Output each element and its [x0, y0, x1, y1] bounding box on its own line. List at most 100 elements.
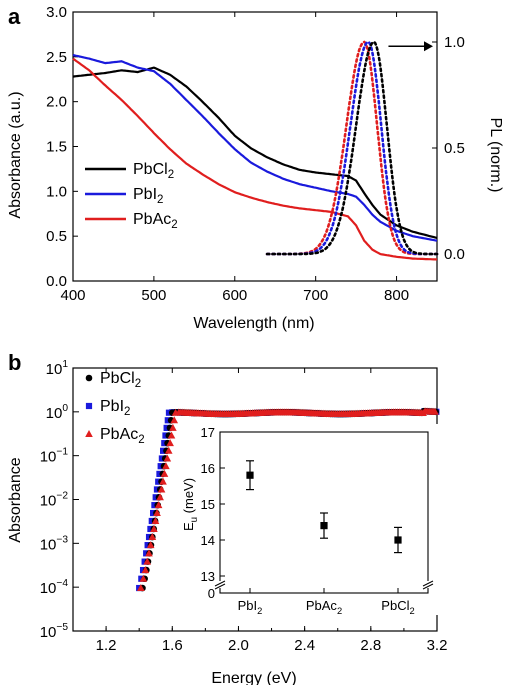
panel-b-label: b [8, 350, 21, 375]
data-point-pbac2 [170, 416, 179, 424]
inset-x-tick-label: PbI2 [238, 598, 263, 616]
data-point-pbac2 [167, 431, 176, 439]
data-point-pbac2 [139, 574, 148, 582]
right-axis-arrowhead [424, 41, 433, 52]
data-point-pbac2 [137, 584, 145, 592]
data-point-pbi2 [152, 494, 159, 501]
data-point-pbi2 [156, 470, 163, 478]
y-tick-label: 10−4 [40, 578, 69, 597]
data-point-pbi2 [153, 486, 161, 493]
data-point-pbac2 [150, 524, 158, 532]
panel-b-ylabel: Absorbance [7, 457, 24, 542]
data-point-pbi2 [141, 558, 148, 565]
x-tick-label: 2.0 [228, 637, 249, 654]
data-point-pbac2 [146, 541, 155, 549]
data-point-pbi2 [158, 455, 166, 462]
y-tick-label: 10−2 [40, 491, 69, 510]
data-point-pbi2 [151, 502, 158, 509]
data-point-pbac2 [431, 407, 439, 415]
legend-label: PbCl2 [100, 370, 141, 390]
data-point-pbac2 [145, 549, 153, 557]
data-point-pbi2 [162, 432, 169, 439]
axis-break-mark [422, 580, 434, 587]
x-tick-label: 2.4 [294, 637, 315, 654]
y-tick-label: 10−5 [40, 622, 69, 641]
inset-x-tick-label: PbCl2 [381, 598, 414, 616]
panel-b-plot: 1.2 1.6 2.0 2.4 2.8 3.2 101 100 10−1 10−2 10−3 10−4… [40, 359, 448, 654]
inset-y-tick-label: 16 [201, 461, 215, 476]
data-point-pbi2 [144, 542, 151, 549]
data-point-pbac2 [157, 485, 166, 493]
panel-a-label: a [8, 4, 21, 29]
data-point-pbi2 [150, 509, 157, 517]
x-tick-label: 2.8 [360, 637, 381, 654]
axis-break-gap [215, 581, 225, 588]
legend-label: PbI2 [133, 186, 163, 206]
y-tick-label: 1.0 [46, 183, 67, 200]
x-tick-label: 500 [141, 287, 166, 304]
inset-x-tick-label: PbAc2 [306, 598, 342, 616]
data-point-pbac2 [160, 469, 169, 477]
inset-data-point [246, 471, 254, 479]
y-tick-label: 0.5 [46, 228, 67, 245]
inset-data-point [320, 522, 328, 530]
panel-a-y2label: PL (norm.) [487, 118, 504, 193]
y-tick-label: 1.5 [46, 139, 67, 156]
data-point-pbac2 [169, 423, 177, 431]
absorbance-line-pbi2 [72, 53, 438, 242]
data-point-pbi2 [145, 533, 153, 541]
x-tick-label: 800 [384, 287, 409, 304]
data-point-pbac2 [166, 439, 174, 447]
data-point-pbac2 [153, 509, 161, 517]
legend-label: PbAc2 [133, 211, 178, 231]
legend-label: PbI2 [100, 398, 130, 418]
inset-y-tick-label: 14 [201, 533, 215, 548]
data-point-pbac2 [151, 516, 160, 524]
data-point-pbi2 [165, 409, 173, 416]
legend-marker [85, 430, 93, 437]
inset-y-tick-label: 13 [201, 569, 215, 584]
y-tick-label: 2.5 [46, 49, 67, 66]
legend-marker [85, 374, 93, 382]
x-tick-label: 600 [222, 287, 247, 304]
data-point-pbi2 [164, 417, 171, 424]
legend-marker [85, 402, 93, 410]
data-point-pbi2 [160, 447, 167, 454]
x-tick-label: 700 [303, 287, 328, 304]
inset-y-tick-label: 0 [208, 586, 215, 601]
y-tick-label: 10−3 [40, 534, 69, 553]
y-tick-label: 10−1 [40, 447, 69, 466]
data-point-pbi2 [157, 463, 164, 470]
x-tick-label: 3.2 [427, 637, 448, 654]
inset-data-point [394, 536, 402, 544]
data-point-pbac2 [164, 446, 173, 454]
y-tick-label: 101 [46, 359, 69, 378]
data-point-pbi2 [148, 517, 155, 525]
data-point-pbac2 [154, 501, 163, 509]
data-point-pbi2 [161, 440, 168, 447]
x-tick-label: 1.6 [162, 637, 183, 654]
data-point-pbac2 [162, 462, 170, 470]
data-point-pbac2 [156, 493, 164, 501]
y2-tick-label: 0.5 [444, 140, 465, 157]
legend-label: PbCl2 [133, 161, 174, 181]
inset-y-tick-label: 15 [201, 497, 215, 512]
data-point-pbi2 [155, 478, 162, 485]
axis-break-mark [422, 583, 434, 590]
x-tick-label: 400 [60, 287, 85, 304]
data-point-pbi2 [147, 525, 154, 533]
absorbance-line-pbac2 [72, 57, 438, 261]
data-point-pbi2 [163, 424, 170, 431]
legend-label: PbAc2 [100, 426, 145, 446]
panel-a-ylabel: Absorbance (a.u.) [7, 91, 24, 218]
y-tick-label: 100 [46, 403, 69, 422]
inset-ylabel: Eu (meV) [181, 478, 200, 531]
y-tick-label: 2.0 [46, 94, 67, 111]
data-point-pbac2 [163, 454, 172, 462]
pl-line-pbcl2 [265, 40, 439, 256]
data-point-pbi2 [143, 550, 150, 557]
data-point-pbac2 [159, 477, 167, 485]
y-tick-label: 0.0 [46, 273, 67, 290]
axis-break-mark [214, 580, 226, 587]
